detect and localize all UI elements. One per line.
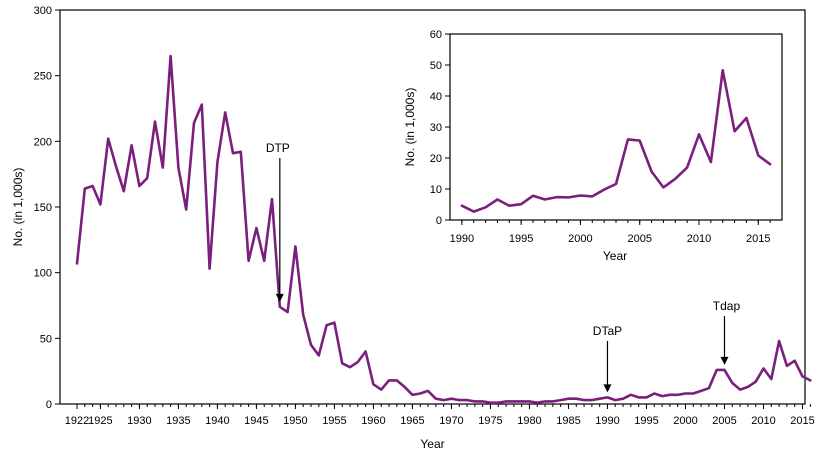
- inset-x-tick-label: 2005: [627, 233, 651, 245]
- inset-y-tick-label: 50: [430, 60, 442, 72]
- main-x-tick-label: 2015: [790, 415, 814, 427]
- main-y-tick-label: 50: [40, 333, 52, 345]
- main-series-line: [75, 54, 812, 405]
- inset-x-tick-label: 1995: [509, 233, 533, 245]
- inset-y-axis-label: No. (in 1,000s): [403, 88, 417, 167]
- main-x-tick-label: 1960: [361, 415, 385, 427]
- main-x-tick-label: 1975: [478, 415, 502, 427]
- main-x-tick-label: 1930: [127, 415, 151, 427]
- inset-y-tick-label: 60: [430, 29, 442, 41]
- main-y-axis-label: No. (in 1,000s): [11, 168, 25, 247]
- main-x-tick-label: 1955: [322, 415, 346, 427]
- inset-x-tick-label: 2000: [568, 233, 592, 245]
- main-x-tick-label: 1970: [439, 415, 463, 427]
- inset-plot-frame: [449, 33, 783, 221]
- main-x-tick-label: 1935: [166, 415, 190, 427]
- main-x-tick-label: 2000: [673, 415, 697, 427]
- main-y-tick-label: 150: [34, 202, 52, 214]
- inset-x-axis-label: Year: [603, 249, 627, 263]
- inset-y-tick-label: 0: [436, 215, 442, 227]
- main-x-tick-label: 1980: [517, 415, 541, 427]
- main-x-tick-label: 1965: [400, 415, 424, 427]
- annotation-dtap-label: DTaP: [593, 324, 622, 338]
- inset-y-tick-label: 40: [430, 91, 442, 103]
- annotation-tdap-label: Tdap: [713, 299, 741, 313]
- main-x-tick-label: 1990: [595, 415, 619, 427]
- main-x-tick-label: 1995: [634, 415, 658, 427]
- main-y-tick-label: 0: [46, 399, 52, 411]
- main-y-tick-label: 100: [34, 268, 52, 280]
- inset-x-tick-label: 1990: [450, 233, 474, 245]
- annotation-dtap-arrowhead: [603, 384, 612, 393]
- main-x-tick-label: 1950: [283, 415, 307, 427]
- main-x-tick-label: 1925: [88, 415, 112, 427]
- main-x-tick-label: 1940: [205, 415, 229, 427]
- annotation-dtp-label: DTP: [266, 141, 290, 155]
- inset-series-line: [460, 69, 772, 213]
- annotation-dtp-arrowhead: [275, 293, 284, 302]
- inset-x-tick-label: 2010: [687, 233, 711, 245]
- main-y-tick-label: 300: [34, 5, 52, 17]
- inset-y-tick-label: 20: [430, 153, 442, 165]
- inset-y-tick-label: 30: [430, 122, 442, 134]
- main-x-tick-label: 2010: [751, 415, 775, 427]
- inset-x-tick-label: 2015: [746, 233, 770, 245]
- main-x-axis-label: Year: [420, 437, 444, 451]
- main-x-tick-label: 2005: [712, 415, 736, 427]
- main-y-tick-label: 250: [34, 71, 52, 83]
- main-x-tick-label: 1985: [556, 415, 580, 427]
- main-x-tick-label: 1945: [244, 415, 268, 427]
- annotation-tdap-arrowhead: [720, 356, 729, 365]
- main-y-tick-label: 200: [34, 136, 52, 148]
- main-x-tick-label: 1922: [65, 415, 89, 427]
- inset-y-tick-label: 10: [430, 184, 442, 196]
